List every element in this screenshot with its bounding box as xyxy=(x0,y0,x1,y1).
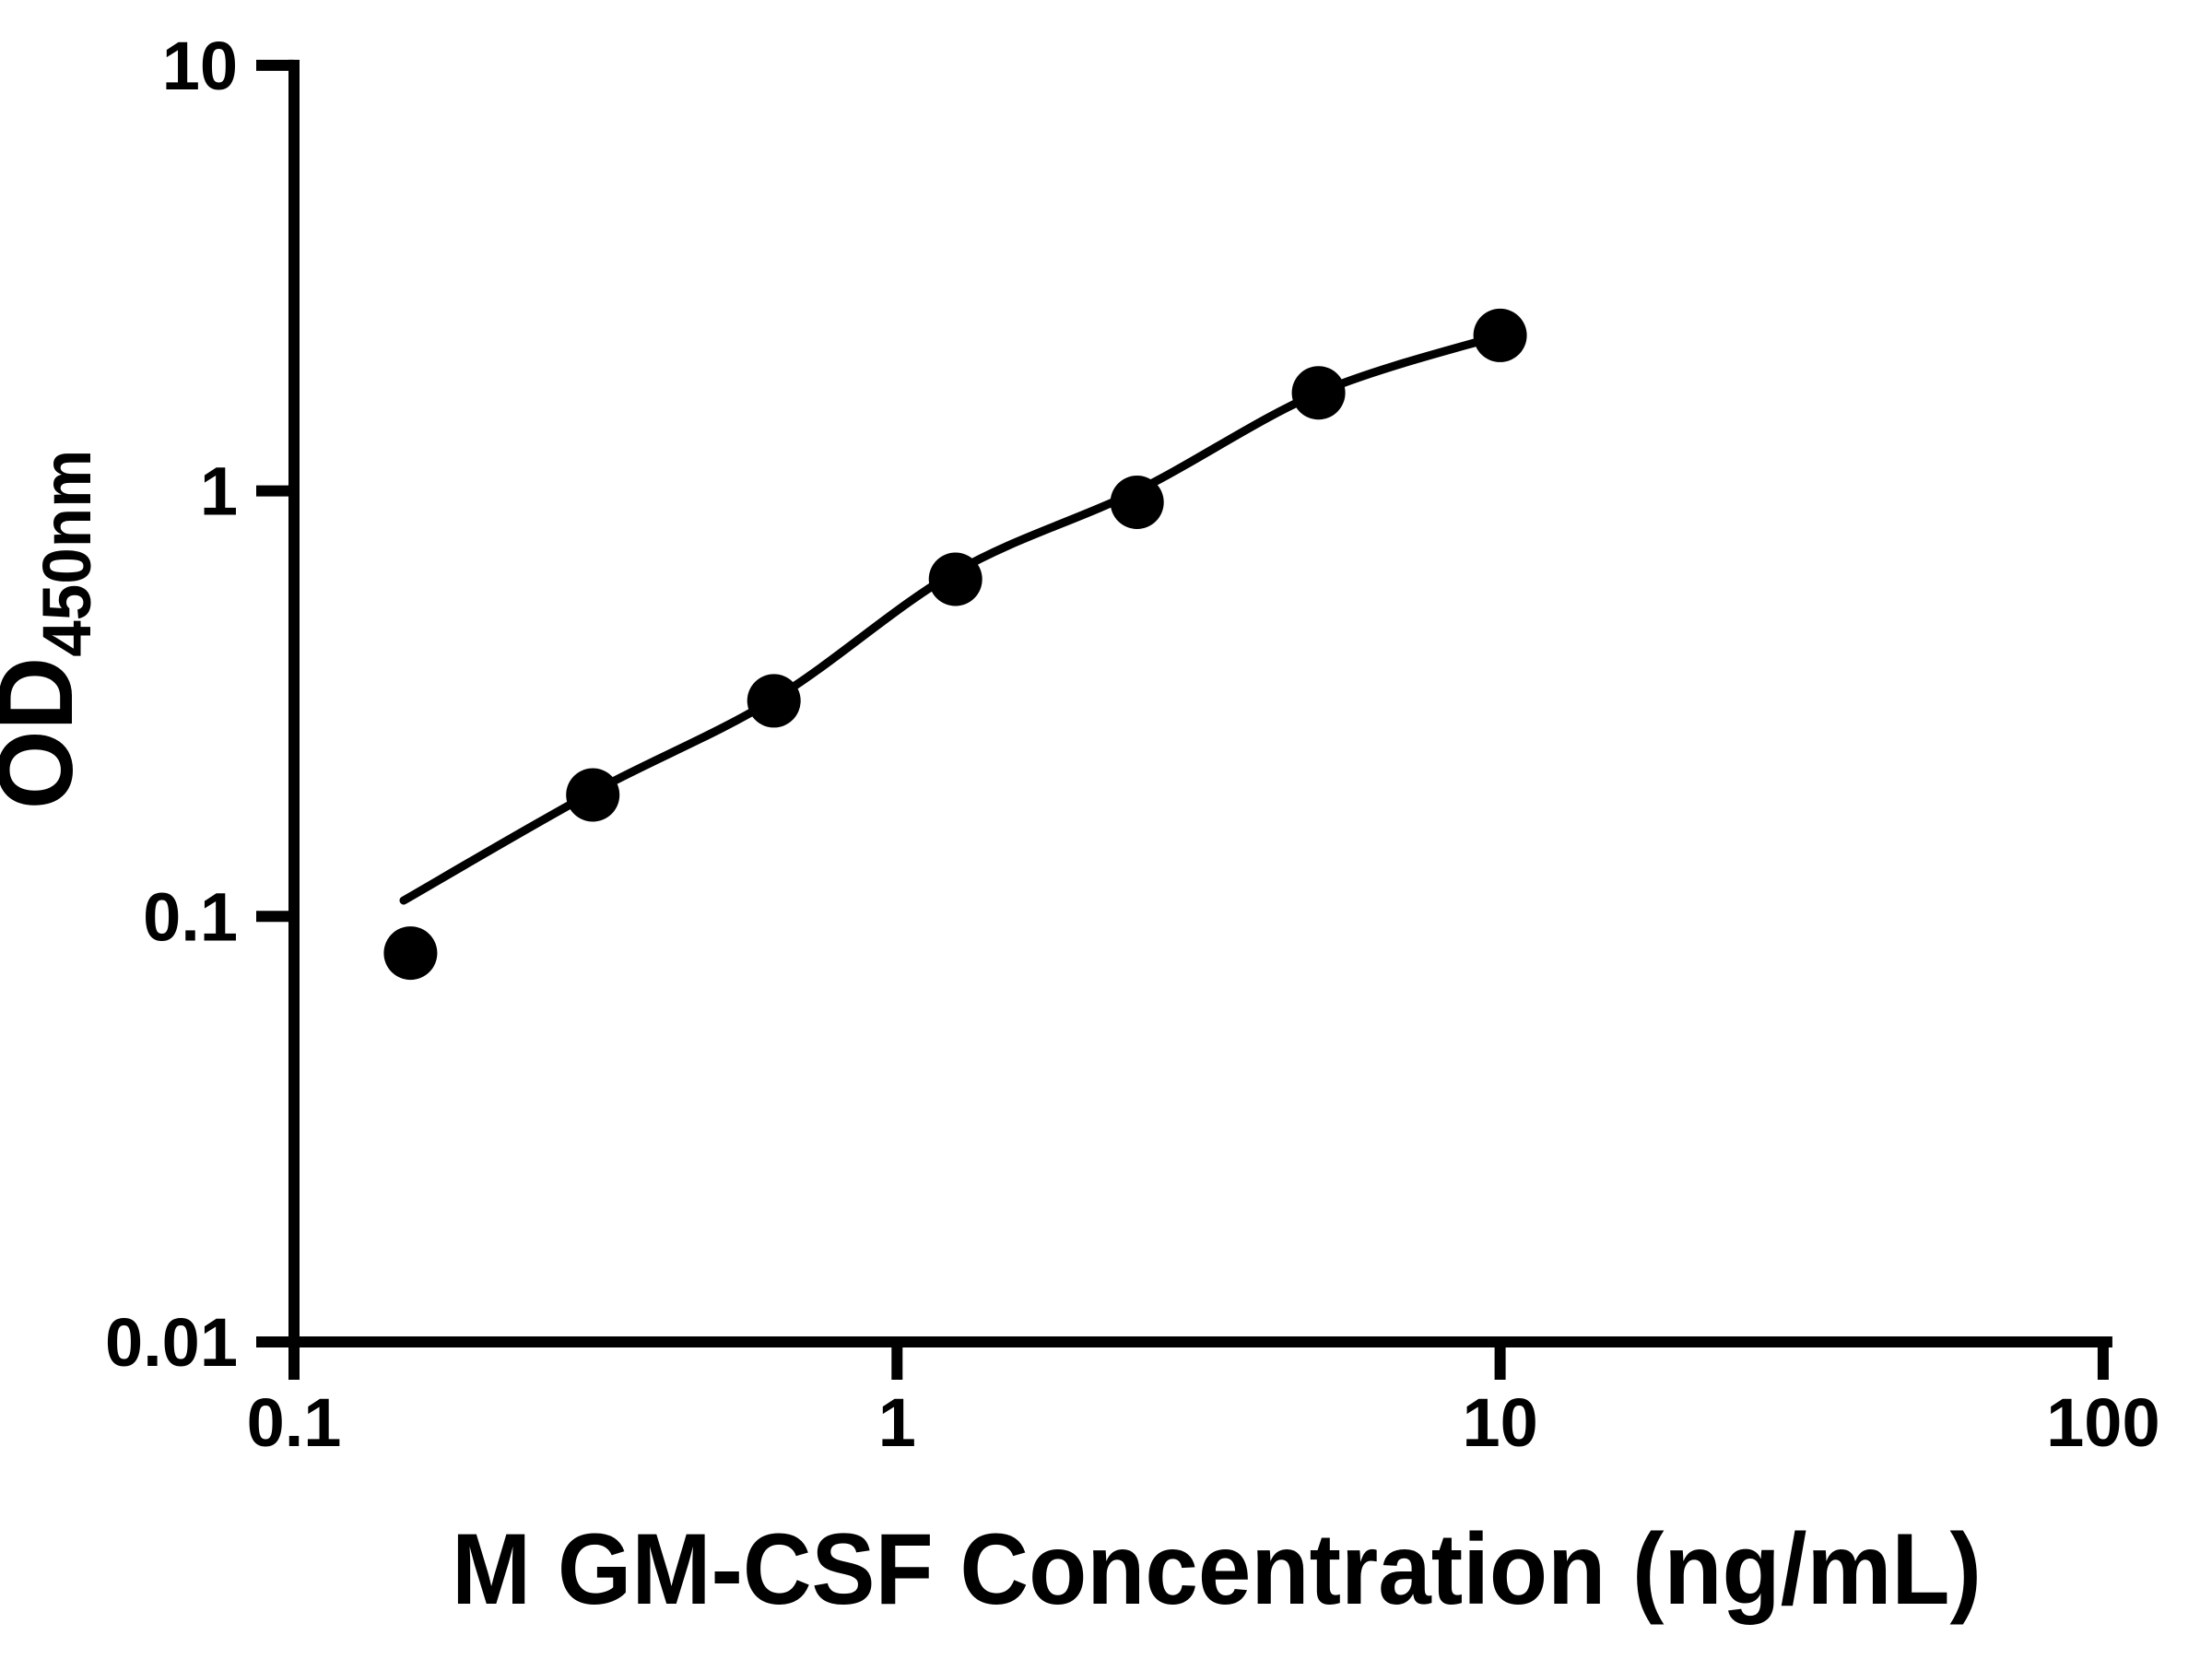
x-tick-label-10: 10 xyxy=(1462,1384,1537,1461)
y-axis-title-main: OD xyxy=(0,657,94,810)
x-axis-title: M GM-CSF Concentration (ng/mL) xyxy=(452,1512,1982,1626)
data-point xyxy=(1110,476,1164,529)
y-axis-title: OD450nm xyxy=(0,450,105,810)
y-tick-label-0.01: 0.01 xyxy=(105,1304,238,1381)
data-point xyxy=(928,552,982,606)
x-tick-label-1: 1 xyxy=(878,1384,916,1461)
data-point xyxy=(566,768,620,822)
data-point xyxy=(383,926,438,981)
x-tick-label-0.1: 0.1 xyxy=(247,1384,342,1461)
y-tick-label-0.1: 0.1 xyxy=(143,878,238,955)
fit-curve-line xyxy=(399,331,1505,905)
y-tick-label-10: 10 xyxy=(162,28,238,104)
data-point xyxy=(1291,366,1346,420)
y-axis-title-subscript: 450nm xyxy=(29,450,106,657)
data-point xyxy=(747,674,801,728)
data-point xyxy=(1473,308,1527,362)
x-tick-label-100: 100 xyxy=(2046,1384,2159,1461)
axis-ticks xyxy=(256,59,2109,1380)
y-tick-label-1: 1 xyxy=(200,453,238,530)
axes xyxy=(288,59,2112,1347)
data-points xyxy=(383,308,1527,981)
